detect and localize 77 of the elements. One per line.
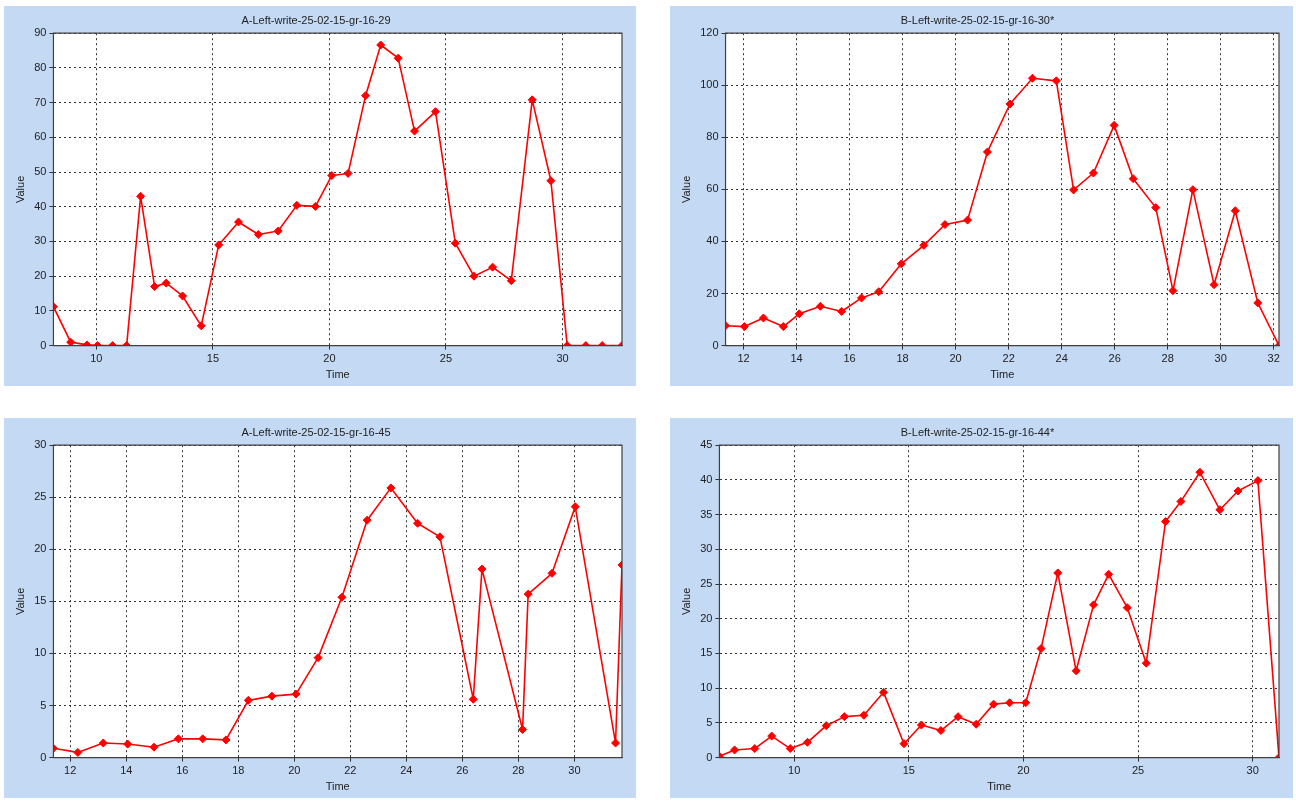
- y-tick-label: 90: [34, 26, 47, 39]
- y-tick-label: 40: [34, 199, 47, 212]
- y-tick-label: 5: [40, 698, 47, 711]
- y-tick-label: 0: [706, 750, 713, 763]
- x-tick-label: 18: [896, 352, 909, 365]
- y-tick-label: 25: [700, 577, 713, 590]
- y-tick-label: 60: [706, 182, 719, 195]
- y-tick-label: 20: [34, 542, 47, 555]
- y-tick-label: 120: [700, 26, 719, 39]
- y-tick-label: 40: [706, 234, 719, 247]
- x-tick-label: 16: [176, 764, 189, 777]
- y-tick-label: 80: [706, 130, 719, 143]
- x-tick-label: 30: [556, 352, 569, 365]
- x-tick-label: 16: [843, 352, 856, 365]
- y-tick-label: 30: [700, 542, 713, 555]
- y-tick-label: 5: [706, 715, 713, 728]
- y-tick-label: 0: [40, 338, 47, 351]
- y-tick-label: 30: [34, 234, 47, 247]
- y-tick-label: 80: [34, 60, 47, 73]
- x-tick-label: 10: [788, 764, 801, 777]
- y-tick-label: 70: [34, 95, 47, 108]
- x-tick-label: 26: [456, 764, 469, 777]
- x-tick-label: 22: [344, 764, 357, 777]
- x-tick-label: 18: [232, 764, 245, 777]
- x-tick-label: 30: [1214, 352, 1227, 365]
- y-tick-label: 15: [700, 646, 713, 659]
- chart-title: B-Left-write-25-02-15-gr-16-30*: [900, 13, 1055, 26]
- x-tick-label: 25: [1131, 764, 1145, 777]
- y-tick-label: 10: [34, 646, 47, 659]
- y-tick-label: 60: [34, 130, 47, 143]
- chart-title: B-Left-write-25-02-15-gr-16-44*: [900, 425, 1055, 438]
- y-tick-label: 0: [40, 750, 47, 763]
- y-tick-label: 20: [706, 286, 719, 299]
- x-tick-label: 20: [1017, 764, 1030, 777]
- x-axis-title: Time: [987, 780, 1012, 793]
- y-tick-label: 40: [700, 472, 713, 485]
- x-axis-title: Time: [990, 368, 1015, 381]
- y-tick-label: 10: [34, 303, 47, 316]
- y-axis-title: Value: [13, 175, 26, 204]
- y-tick-label: 0: [712, 338, 719, 351]
- x-tick-label: 22: [1002, 352, 1015, 365]
- y-axis-title: Value: [13, 587, 26, 616]
- x-tick-label: 28: [512, 764, 525, 777]
- x-tick-label: 14: [120, 764, 133, 777]
- x-axis-title: Time: [325, 368, 350, 381]
- x-tick-label: 26: [1108, 352, 1121, 365]
- y-tick-label: 100: [700, 78, 719, 91]
- chart-title: A-Left-write-25-02-15-gr-16-29: [241, 13, 391, 26]
- y-tick-label: 45: [700, 438, 713, 451]
- y-tick-label: 25: [34, 490, 47, 503]
- y-tick-label: 20: [34, 269, 47, 282]
- x-tick-label: 25: [439, 352, 453, 365]
- x-tick-label: 20: [323, 352, 336, 365]
- y-axis-title: Value: [679, 175, 692, 204]
- y-tick-label: 30: [34, 438, 47, 451]
- y-tick-label: 35: [700, 507, 713, 520]
- x-tick-label: 20: [949, 352, 962, 365]
- x-tick-label: 15: [902, 764, 915, 777]
- x-tick-label: 14: [790, 352, 803, 365]
- x-tick-label: 30: [568, 764, 581, 777]
- y-tick-label: 10: [700, 681, 713, 694]
- x-tick-label: 10: [90, 352, 103, 365]
- x-tick-label: 20: [288, 764, 301, 777]
- y-tick-label: 15: [34, 594, 47, 607]
- x-tick-label: 24: [1055, 352, 1068, 365]
- y-tick-label: 20: [700, 611, 713, 624]
- y-axis-title: Value: [679, 587, 692, 616]
- x-tick-label: 28: [1161, 352, 1174, 365]
- y-tick-label: 50: [34, 165, 47, 178]
- x-tick-label: 12: [737, 352, 750, 365]
- x-tick-label: 32: [1267, 352, 1280, 365]
- x-axis-title: Time: [325, 780, 350, 793]
- chart-title: A-Left-write-25-02-15-gr-16-45: [241, 425, 391, 438]
- x-tick-label: 30: [1246, 764, 1259, 777]
- x-tick-label: 24: [400, 764, 413, 777]
- x-tick-label: 15: [206, 352, 220, 365]
- x-tick-label: 12: [64, 764, 77, 777]
